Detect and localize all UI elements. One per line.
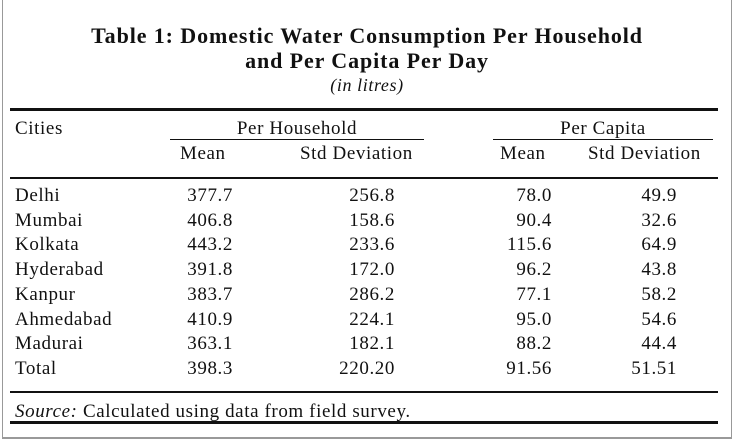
rule — [493, 139, 713, 140]
cell: 398.3 — [187, 357, 233, 379]
cell: 377.7 — [187, 185, 233, 206]
cell: 95.0 — [516, 308, 552, 330]
cell: 391.8 — [187, 259, 233, 281]
source-label: Source: — [15, 401, 78, 422]
cell: 363.1 — [187, 333, 233, 355]
row-label: Mumbai — [15, 209, 83, 231]
row-label: Delhi — [15, 185, 61, 206]
cell: 96.2 — [516, 259, 552, 281]
row-label: Ahmedabad — [15, 308, 113, 330]
cell: 51.51 — [631, 357, 677, 379]
rule — [10, 177, 718, 179]
cell: 44.4 — [641, 333, 677, 355]
row-label: Hyderabad — [15, 259, 104, 281]
column-header: Mean — [180, 143, 226, 164]
cell: 410.9 — [187, 308, 233, 330]
cell: 182.1 — [349, 333, 395, 355]
cell: 383.7 — [187, 283, 233, 305]
unit-note: (in litres) — [330, 75, 404, 95]
cell: 77.1 — [516, 283, 552, 305]
rule — [170, 139, 424, 140]
source-note: Source: Calculated using data from field… — [15, 402, 411, 421]
frame — [2, 0, 732, 439]
column-header: Std Deviation — [300, 143, 413, 164]
cell: 49.9 — [641, 185, 677, 206]
table-title: and Per Capita Per Day — [245, 48, 489, 73]
cell: 220.20 — [339, 357, 395, 379]
column-header: Mean — [500, 143, 546, 164]
column-header: Std Deviation — [588, 143, 701, 164]
cell: 90.4 — [516, 209, 552, 231]
cell: 115.6 — [506, 234, 552, 256]
cell: 88.2 — [516, 333, 552, 355]
row-label: Total — [15, 357, 57, 379]
cell: 78.0 — [516, 185, 552, 206]
cell: 91.56 — [506, 357, 552, 379]
rule — [10, 421, 718, 424]
cell: 64.9 — [641, 234, 677, 256]
row-label: Madurai — [15, 333, 84, 355]
row-label: Kanpur — [15, 283, 76, 305]
cell: 172.0 — [349, 259, 395, 281]
column-header: Cities — [15, 118, 63, 139]
rule — [10, 108, 718, 111]
rule — [10, 391, 718, 393]
source-text: Calculated using data from field survey. — [82, 401, 411, 422]
cell: 406.8 — [187, 209, 233, 231]
cell: 158.6 — [349, 209, 395, 231]
group-header: Per Capita — [560, 118, 646, 139]
cell: 256.8 — [349, 185, 395, 206]
row-label: Kolkata — [15, 234, 80, 256]
cell: 233.6 — [349, 234, 395, 256]
cell: 286.2 — [349, 283, 395, 305]
cell: 58.2 — [641, 283, 677, 305]
cell: 224.1 — [349, 308, 395, 330]
group-header: Per Household — [236, 118, 358, 139]
table-title: Table 1: Domestic Water Consumption Per … — [91, 23, 643, 48]
cell: 54.6 — [641, 308, 677, 330]
cell: 443.2 — [187, 234, 233, 256]
cell: 43.8 — [641, 259, 677, 281]
cell: 32.6 — [641, 209, 677, 231]
